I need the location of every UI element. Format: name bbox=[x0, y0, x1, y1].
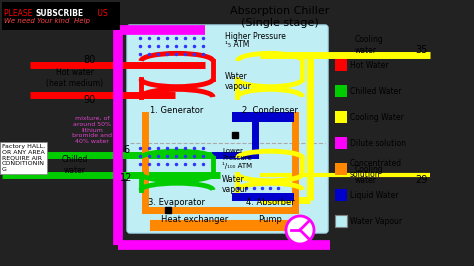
Text: Water
vapour: Water vapour bbox=[225, 72, 252, 92]
Text: mixture, of
around 50%
lithium
bromide and
40% water: mixture, of around 50% lithium bromide a… bbox=[72, 116, 112, 144]
Text: Hot water
(heat medium): Hot water (heat medium) bbox=[46, 68, 103, 88]
Text: We need Your kind  Help: We need Your kind Help bbox=[4, 18, 90, 24]
Text: Water Vapour: Water Vapour bbox=[350, 217, 402, 226]
Text: Higher Pressure: Higher Pressure bbox=[225, 32, 286, 41]
Text: US: US bbox=[95, 9, 108, 18]
Text: Chilled Water: Chilled Water bbox=[350, 86, 401, 95]
Text: Liquid Water: Liquid Water bbox=[350, 190, 399, 200]
Text: 4. Absorber: 4. Absorber bbox=[246, 198, 294, 207]
FancyBboxPatch shape bbox=[335, 189, 347, 201]
Text: Chilled
water: Chilled water bbox=[62, 155, 88, 175]
Text: 35: 35 bbox=[415, 45, 428, 55]
Text: 6: 6 bbox=[123, 145, 129, 155]
FancyBboxPatch shape bbox=[127, 25, 328, 233]
Text: Absorption Chiller
(Single stage): Absorption Chiller (Single stage) bbox=[230, 6, 330, 28]
FancyBboxPatch shape bbox=[335, 85, 347, 97]
Text: Heat exchanger: Heat exchanger bbox=[161, 215, 228, 225]
Text: Cooling Water: Cooling Water bbox=[350, 113, 404, 122]
Text: Water
vapour: Water vapour bbox=[222, 175, 249, 194]
FancyBboxPatch shape bbox=[335, 137, 347, 149]
Circle shape bbox=[286, 216, 314, 244]
FancyBboxPatch shape bbox=[2, 2, 120, 30]
FancyBboxPatch shape bbox=[335, 163, 347, 175]
FancyBboxPatch shape bbox=[335, 59, 347, 71]
Text: 80: 80 bbox=[84, 55, 96, 65]
Text: 2. Condenser: 2. Condenser bbox=[242, 106, 298, 115]
Text: 90: 90 bbox=[84, 95, 96, 105]
Text: 12: 12 bbox=[120, 173, 132, 183]
Text: Hot Water: Hot Water bbox=[350, 60, 389, 69]
Text: Cooling
water: Cooling water bbox=[355, 165, 384, 185]
Text: ¹₅ ATM: ¹₅ ATM bbox=[225, 40, 249, 49]
Text: 3. Evaporator: 3. Evaporator bbox=[148, 198, 206, 207]
Text: Concentrated
solution: Concentrated solution bbox=[350, 159, 402, 179]
Text: Factory HALL,
OR ANY AREA
REQUIRE AIR
CONDITIONIN
G: Factory HALL, OR ANY AREA REQUIRE AIR CO… bbox=[2, 144, 45, 172]
Text: Pump: Pump bbox=[258, 215, 282, 225]
FancyBboxPatch shape bbox=[335, 215, 347, 227]
Text: PLEASE: PLEASE bbox=[4, 9, 35, 18]
Text: 1. Generator: 1. Generator bbox=[150, 106, 204, 115]
Text: Cooling
water: Cooling water bbox=[355, 35, 384, 55]
Text: Lower
Pressure
¹/₁₀₀ ATM: Lower Pressure ¹/₁₀₀ ATM bbox=[222, 148, 252, 169]
FancyBboxPatch shape bbox=[335, 111, 347, 123]
Text: 29: 29 bbox=[415, 175, 428, 185]
Text: SUBSCRIBE: SUBSCRIBE bbox=[36, 9, 84, 18]
Text: Dilute solution: Dilute solution bbox=[350, 139, 406, 148]
FancyBboxPatch shape bbox=[232, 112, 294, 122]
FancyBboxPatch shape bbox=[232, 193, 294, 201]
